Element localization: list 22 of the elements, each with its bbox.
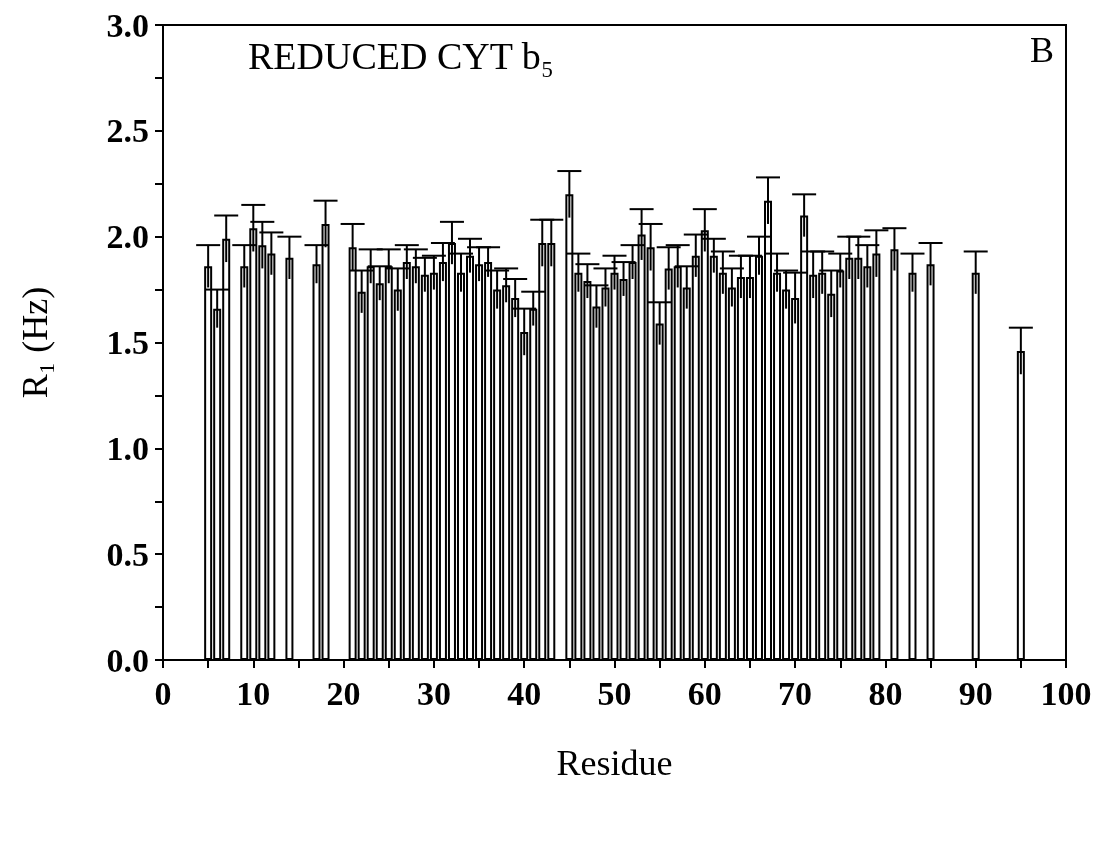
x-tick-label: 20 bbox=[326, 674, 361, 712]
x-tick-label: 60 bbox=[687, 674, 722, 712]
x-tick-label: 70 bbox=[778, 674, 813, 712]
y-axis-title: R₁ (Hz) bbox=[15, 286, 55, 399]
x-tick-label: 90 bbox=[958, 674, 993, 712]
x-tick-label: 30 bbox=[416, 674, 451, 712]
x-tick-label: 50 bbox=[597, 674, 632, 712]
y-tick-label: 0.5 bbox=[106, 535, 149, 573]
chart-title: REDUCED CYT b₅ bbox=[248, 35, 555, 77]
annotation: B bbox=[1029, 30, 1054, 70]
y-tick-label: 2.0 bbox=[106, 218, 149, 256]
y-tick-label: 0.0 bbox=[106, 641, 149, 679]
y-tick-label: 1.0 bbox=[106, 429, 149, 467]
x-axis-title: Residue bbox=[556, 743, 673, 783]
y-tick-label: 3.0 bbox=[106, 6, 149, 44]
x-tick-label: 0 bbox=[154, 674, 172, 712]
y-tick-label: 2.5 bbox=[106, 112, 149, 150]
x-tick-label: 40 bbox=[507, 674, 542, 712]
y-tick-label: 1.5 bbox=[106, 324, 149, 361]
x-tick-label: 10 bbox=[236, 674, 271, 712]
x-tick-label: 80 bbox=[868, 674, 903, 712]
x-tick-label: 100 bbox=[1040, 674, 1092, 712]
